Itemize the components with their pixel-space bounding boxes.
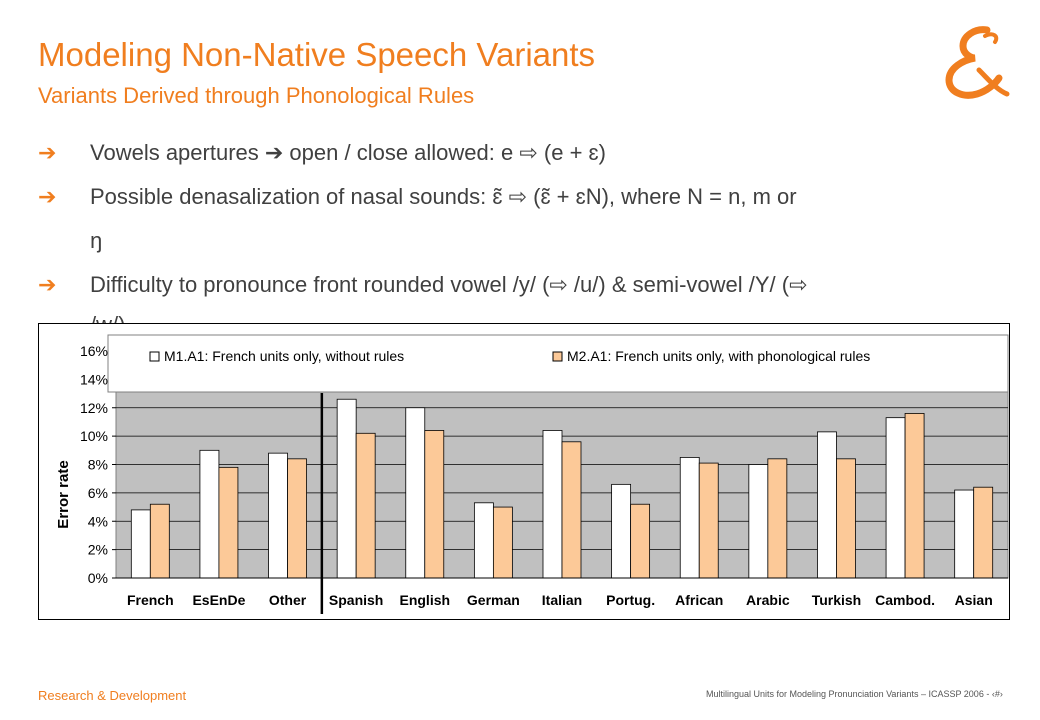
x-tick-label: Cambod. [875, 592, 935, 608]
bar-m2a1 [973, 486, 994, 579]
legend-box [107, 334, 1009, 393]
bar-m2a1 [904, 413, 925, 579]
legend-swatch [552, 351, 563, 362]
bar-m1a1 [611, 483, 632, 579]
x-tick-label: Other [269, 592, 307, 608]
x-tick-label: Asian [955, 592, 993, 608]
bar-m1a1 [817, 431, 837, 579]
bar-m2a1 [492, 506, 513, 579]
arrow-bullet-icon: ➔ [38, 272, 57, 297]
bar-m2a1 [355, 432, 376, 579]
slide-subtitle: Variants Derived through Phonological Ru… [38, 83, 475, 108]
bar-m1a1 [473, 502, 494, 579]
bar-m2a1 [149, 503, 170, 579]
legend-swatch [149, 351, 160, 362]
arrow-bullet-icon: ➔ [38, 140, 57, 165]
y-tick-label: 8% [88, 457, 108, 473]
bar-m1a1 [336, 398, 357, 579]
bar-m2a1 [698, 462, 719, 579]
bar-m2a1 [836, 458, 856, 579]
x-tick-label: French [127, 592, 174, 608]
bar-m1a1 [268, 452, 288, 579]
y-tick-label: 12% [80, 400, 108, 416]
y-axis-label: Error rate [55, 460, 72, 528]
bar-m1a1 [199, 449, 220, 579]
error-rate-chart: 0% 2% 4% 6% 8% 10% 12% 14% 16% Error rate French Es… [38, 323, 1010, 620]
x-tick-label: EsEnDe [192, 592, 245, 608]
y-tick-label: 6% [88, 485, 108, 501]
footer-citation: Multilingual Units for Modeling Pronunci… [706, 689, 1003, 699]
x-tick-label: German [467, 592, 520, 608]
arrow-bullet-icon: ➔ [38, 184, 57, 209]
bullet-text: Possible denasalization of nasal sounds:… [90, 184, 797, 209]
bullet-text: Vowels apertures ➔ open / close allowed:… [90, 140, 606, 165]
y-tick-label: 2% [88, 542, 108, 558]
bar-m1a1 [954, 489, 975, 579]
y-tick-label: 16% [80, 343, 108, 359]
x-tick-label: Portug. [606, 592, 655, 608]
bar-m2a1 [561, 441, 582, 579]
y-tick-label: 4% [88, 513, 108, 529]
chart-svg: 0% 2% 4% 6% 8% 10% 12% 14% 16% Error rate French Es… [38, 323, 1010, 620]
x-tick-label: Arabic [746, 592, 790, 608]
y-tick-label: 10% [80, 428, 108, 444]
x-tick-label: African [675, 592, 723, 608]
y-tick-label: 14% [80, 371, 108, 387]
bullet-text: Difficulty to pronounce front rounded vo… [90, 272, 808, 297]
bar-m2a1 [218, 466, 239, 579]
bar-m1a1 [405, 407, 426, 579]
x-tick-label: Italian [542, 592, 582, 608]
legend-label: M1.A1: French units only, without rules [164, 348, 404, 364]
x-tick-label: English [399, 592, 450, 608]
x-tick-label: Turkish [812, 592, 862, 608]
bar-m2a1 [424, 430, 445, 579]
bar-m1a1 [542, 430, 563, 579]
y-tick-label: 0% [88, 570, 108, 586]
bar-m1a1 [679, 457, 700, 579]
x-tick-label: Spanish [329, 592, 383, 608]
bar-m2a1 [630, 503, 651, 579]
bar-m2a1 [287, 458, 307, 579]
legend-label: M2.A1: French units only, with phonologi… [567, 348, 870, 364]
slide-title: Modeling Non-Native Speech Variants [38, 36, 596, 73]
bullet-text: ŋ [90, 228, 103, 253]
company-logo [945, 26, 1010, 99]
bar-m2a1 [767, 458, 788, 579]
footer-department: Research & Development [38, 688, 187, 703]
bar-m1a1 [885, 417, 906, 579]
bar-m1a1 [748, 464, 769, 579]
bar-m1a1 [130, 509, 151, 579]
